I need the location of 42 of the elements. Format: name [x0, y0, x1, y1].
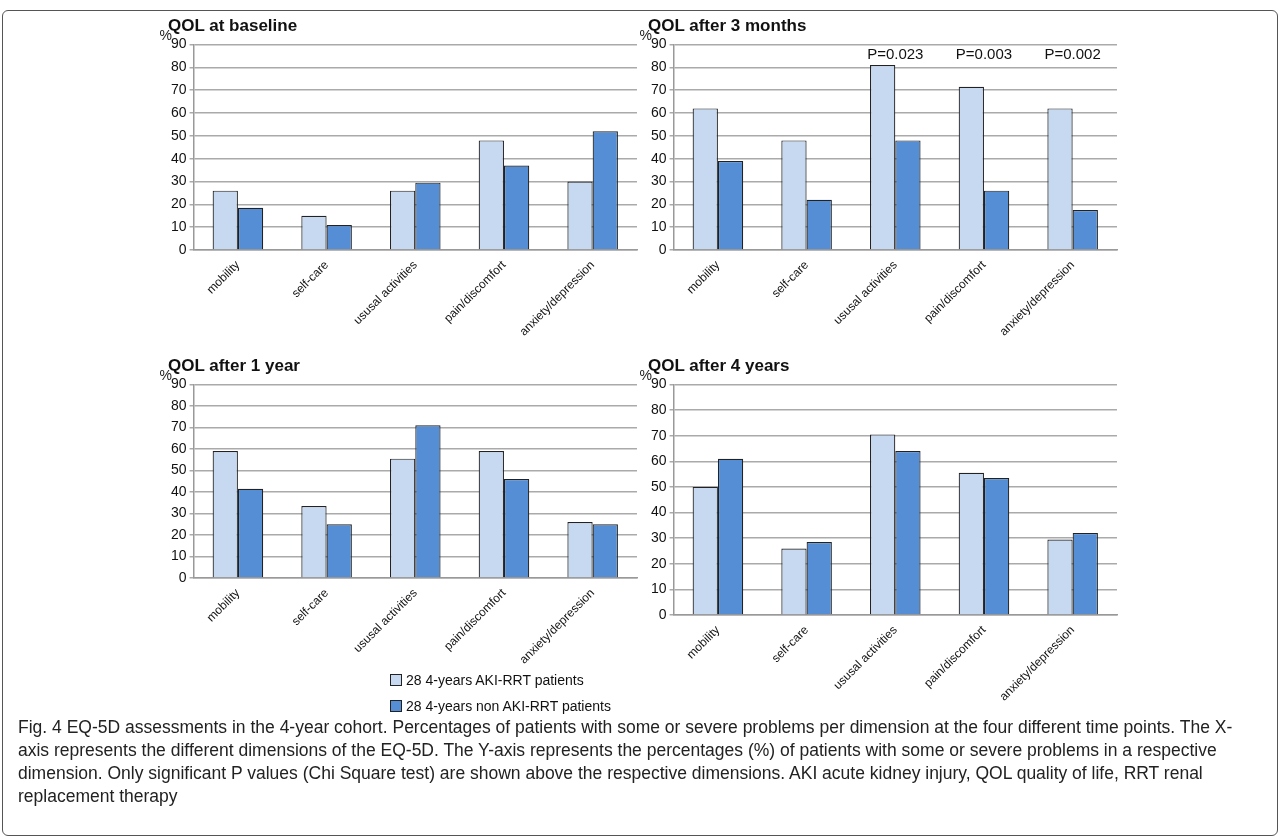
y-tick-label: 10: [650, 580, 667, 597]
y-tick-label: 40: [650, 503, 667, 520]
y-tick-label: 60: [650, 103, 667, 120]
y-tick-label: 20: [170, 525, 187, 542]
y-tick-label: 0: [658, 240, 667, 257]
y-tick-label: 80: [650, 400, 667, 417]
y-tick-label: 50: [650, 477, 667, 494]
y-tick-label: 60: [650, 452, 667, 469]
y-tick-label: 0: [658, 605, 667, 622]
caption: Fig. 4 EQ-5D assessments in the 4-year cohort. Percentages of patients with some or severe problems per dimension at the four different time points. The X-axis represents the different dimensions of the EQ-5D. The Y-axis represents the percentages (%) of patients with some or severe problems in a respective dimension. Only significant P values (Chi Square test) are shown above the respective dimensions. AKI acute kidney injury, QOL quality of life, RRT renal replacement therapy: [18, 716, 1234, 808]
y-tick-label: 70: [650, 426, 667, 443]
y-tick-label: 80: [170, 396, 187, 413]
annotation: P=0.023: [867, 44, 924, 62]
legend-label: 28 4-years AKI-RRT patients: [406, 672, 584, 688]
annotation: P=0.002: [1044, 44, 1101, 62]
y-tick-label: 50: [650, 126, 667, 143]
y-tick-label: 30: [170, 172, 187, 189]
y-tick-label: 40: [170, 482, 187, 499]
y-tick-label: 30: [170, 504, 187, 521]
annotation: P=0.003: [955, 44, 1013, 62]
y-tick-label: 50: [170, 126, 187, 143]
y-tick-label: 20: [650, 554, 667, 571]
y-tick-label: 30: [650, 529, 667, 546]
y-tick-label: 20: [650, 195, 667, 212]
y-tick-label: 50: [170, 461, 187, 478]
y-tick-label: 60: [170, 439, 187, 456]
y-tick-label: 80: [170, 58, 187, 75]
y-tick-label: 10: [170, 218, 187, 235]
y-tick-label: 70: [170, 418, 187, 435]
y-tick-label: 60: [170, 103, 187, 120]
y-tick-label: 10: [170, 547, 187, 564]
y-tick-label: 30: [650, 172, 667, 189]
y-tick-label: 10: [650, 218, 667, 235]
legend-label: 28 4-years non AKI-RRT patients: [406, 698, 611, 714]
y-tick-label: 20: [170, 195, 187, 212]
y-tick-label: 0: [178, 240, 187, 257]
y-tick-label: 80: [650, 58, 667, 75]
y-tick-label: 40: [650, 149, 667, 166]
y-tick-label: 0: [178, 568, 187, 585]
y-tick-label: 70: [650, 80, 667, 97]
y-tick-label: 70: [170, 80, 187, 97]
y-tick-label: 40: [170, 149, 187, 166]
